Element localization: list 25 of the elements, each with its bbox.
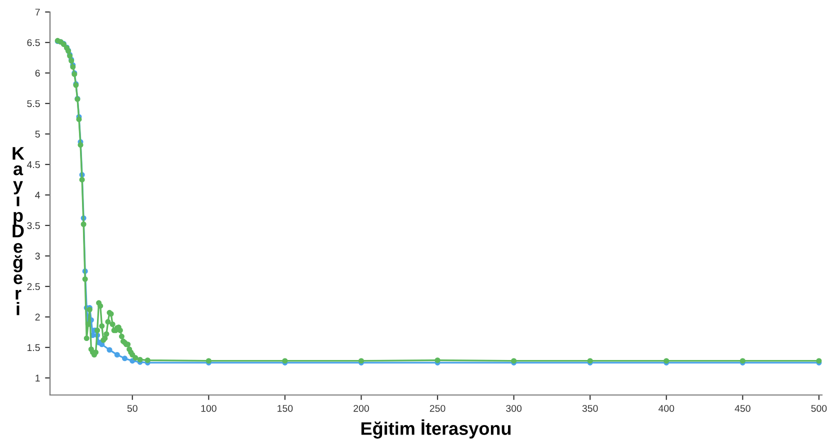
x-tick-label: 250	[430, 404, 446, 412]
y-tick-label: 3.5	[27, 222, 40, 230]
x-tick-label: 300	[506, 404, 522, 412]
y-tick-label: 6	[35, 70, 40, 77]
y-tick-label: 1.5	[28, 344, 40, 352]
y-tick-label: 5	[35, 130, 40, 138]
x-axis-title: Eğitim İterasyonu	[361, 419, 511, 439]
y-tick-label: 2.5	[27, 283, 40, 290]
x-tick-label: 350	[582, 404, 598, 412]
y-tick-label: 7	[35, 8, 40, 16]
y-tick-label: 6.5	[27, 39, 40, 46]
y-tick-label: 4	[35, 192, 40, 198]
x-tick-label: 400	[658, 404, 674, 412]
x-tick-label: 100	[201, 404, 216, 412]
y-tick-label: 1	[36, 374, 40, 382]
y-tick-label: 5.5	[27, 100, 40, 108]
y-tick-label: 4.5	[26, 161, 40, 168]
x-tick-label: 150	[278, 404, 293, 412]
y-tick-label: 2	[35, 314, 40, 320]
y-tick-label: 3	[35, 252, 40, 260]
x-tick-label: 450	[734, 404, 750, 412]
x-tick-label: 200	[354, 404, 369, 412]
text: Kayıp Değeri	[12, 147, 24, 316]
x-tick-label: 500	[811, 404, 827, 412]
x-tick-label: 50	[127, 404, 138, 412]
